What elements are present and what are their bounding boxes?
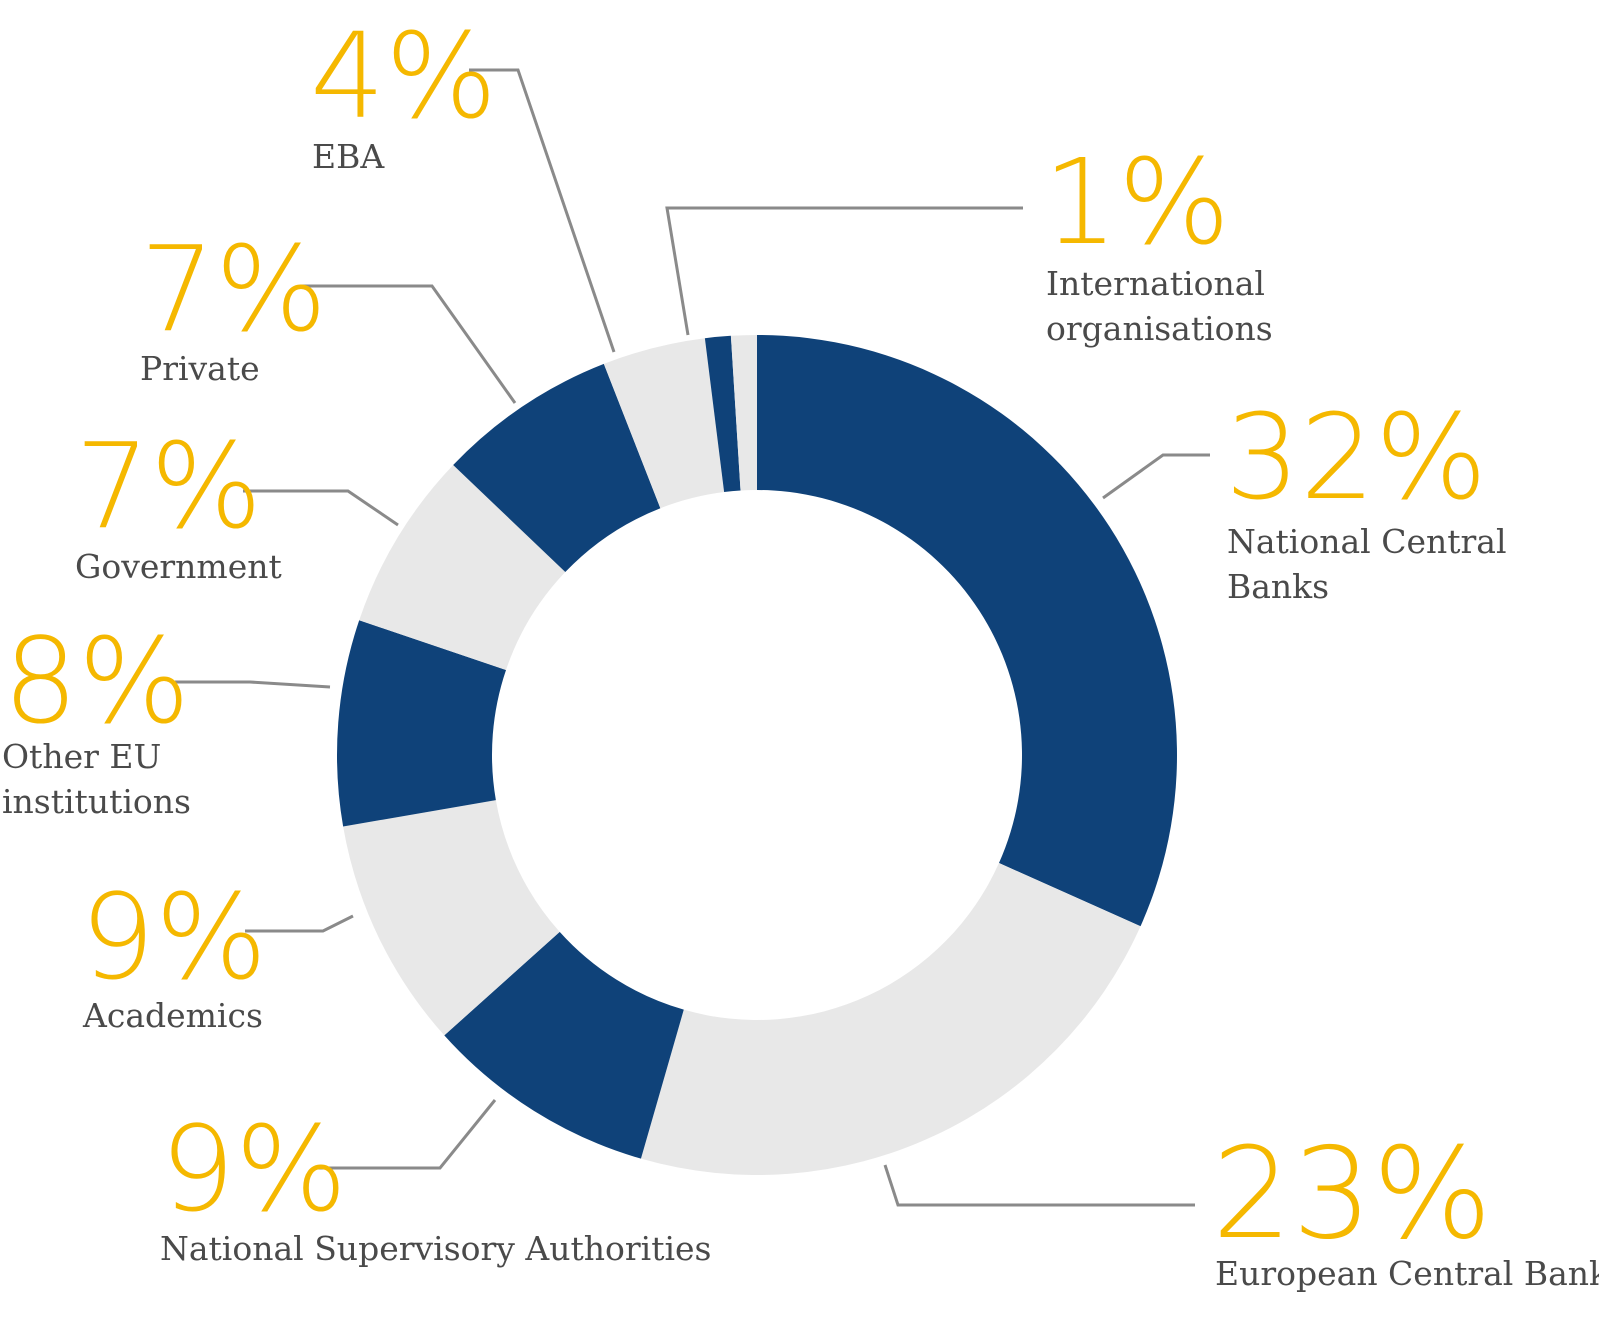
leader-line-government bbox=[243, 489, 399, 527]
slice-international-organisations bbox=[704, 335, 741, 493]
leader-line-european-central-bank bbox=[883, 1164, 1195, 1207]
category-label-european-central-bank: European Central Bank bbox=[1215, 1254, 1599, 1293]
percent-label-private: 7% bbox=[140, 220, 327, 358]
percent-label-government: 7% bbox=[75, 417, 262, 555]
category-label-other-eu-institutions: Other EU bbox=[2, 737, 161, 776]
percent-label-national-supervisory-authorities: 9% bbox=[160, 1100, 347, 1238]
percent-label-european-central-bank: 23% bbox=[1212, 1120, 1492, 1267]
slice-academics bbox=[343, 800, 560, 1036]
category-label-eba: EBA bbox=[312, 137, 385, 176]
donut-slices bbox=[337, 335, 1177, 1175]
slice-eba bbox=[603, 338, 725, 509]
category-label-national-central-banks: National Central bbox=[1227, 522, 1507, 561]
leader-line-international-organisations bbox=[665, 206, 1023, 336]
percent-label-other-eu-institutions: 8% bbox=[3, 612, 190, 750]
category-label-government: Government bbox=[75, 547, 282, 586]
slice-private bbox=[453, 363, 661, 573]
slice-unlabeled bbox=[730, 335, 757, 491]
leader-line-national-central-banks bbox=[1102, 453, 1210, 500]
category-label-national-central-banks: Banks bbox=[1227, 567, 1329, 606]
percent-label-eba: 4% bbox=[310, 7, 497, 145]
percent-label-academics: 9% bbox=[80, 868, 267, 1006]
leader-line-academics bbox=[245, 914, 354, 933]
category-label-national-supervisory-authorities: National Supervisory Authorities bbox=[160, 1229, 711, 1268]
leader-line-other-eu-institutions bbox=[175, 680, 331, 689]
percent-label-international-organisations: 1% bbox=[1043, 133, 1230, 271]
slice-other-eu-institutions bbox=[337, 620, 507, 827]
leader-line-national-supervisory-authorities bbox=[318, 1099, 497, 1170]
leader-line-private bbox=[300, 284, 517, 404]
leader-lines bbox=[175, 68, 1210, 1207]
slice-national-central-banks bbox=[757, 335, 1177, 927]
category-label-private: Private bbox=[140, 349, 260, 388]
slice-european-central-bank bbox=[640, 863, 1141, 1175]
category-label-international-organisations: International bbox=[1046, 264, 1265, 303]
slice-government bbox=[359, 465, 566, 670]
category-label-international-organisations: organisations bbox=[1046, 309, 1273, 348]
category-label-academics: Academics bbox=[82, 996, 263, 1035]
leader-line-eba bbox=[469, 68, 616, 353]
slice-national-supervisory-authorities bbox=[444, 931, 684, 1159]
category-label-other-eu-institutions: institutions bbox=[2, 782, 191, 821]
slice-labels: 32%National Central Banks 23%European Cent… bbox=[2, 7, 1599, 1293]
percent-label-national-central-banks: 32% bbox=[1225, 388, 1487, 526]
